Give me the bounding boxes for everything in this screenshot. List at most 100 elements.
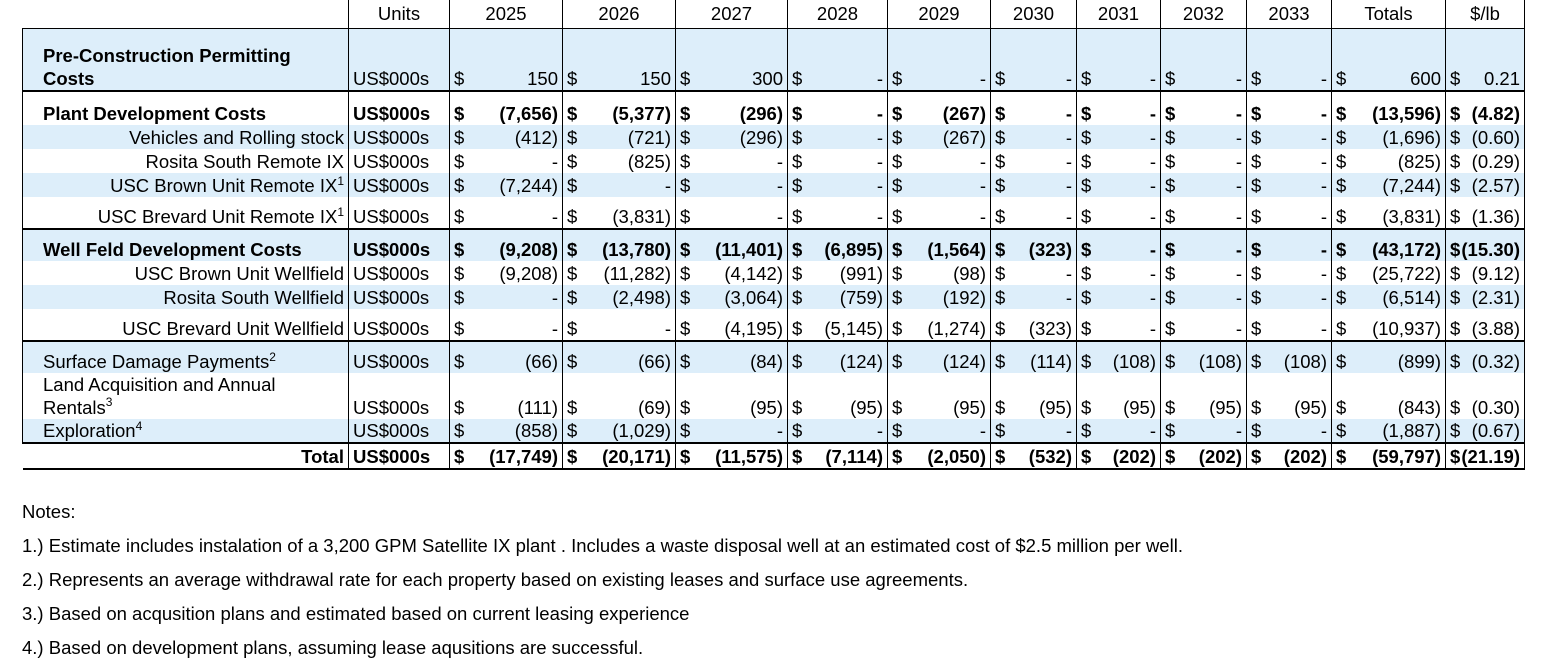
cell-value: (1,696) <box>1382 126 1441 148</box>
value-cell: $ - <box>1160 124 1247 149</box>
currency-symbol: $ <box>1165 174 1176 196</box>
value-cell: $ - <box>1246 28 1332 91</box>
currency-symbol: $ <box>1336 205 1347 227</box>
cell-value: (95) <box>1294 396 1327 418</box>
currency-symbol: $ <box>892 67 903 89</box>
value-cell: $ (202) <box>1160 441 1247 469</box>
value-cell: $ - <box>787 418 888 443</box>
value-cell: $ (9,208) <box>449 260 563 285</box>
currency-symbol: $ <box>1165 445 1176 467</box>
value-cell: $0.21 <box>1445 28 1525 91</box>
currency-symbol: $ <box>1165 102 1176 124</box>
currency-symbol: $ <box>892 262 903 284</box>
value-cell: $ (202) <box>1246 441 1332 469</box>
currency-symbol: $ <box>1450 262 1461 284</box>
cell-value: (15.30) <box>1461 238 1520 260</box>
currency-symbol: $ <box>567 445 578 467</box>
value-cell: $ - <box>1076 89 1161 125</box>
cell-value: (4,142) <box>724 262 783 284</box>
currency-symbol: $ <box>1165 150 1176 172</box>
cell-value: (6,514) <box>1382 286 1441 308</box>
value-cell: $ - <box>1076 308 1161 341</box>
row-label: Total <box>22 441 349 469</box>
cell-value: (11,575) <box>715 445 783 467</box>
currency-symbol: $ <box>567 350 578 372</box>
cell-value: (2.57) <box>1471 174 1520 196</box>
value-cell: $ (1,696) <box>1331 124 1446 149</box>
currency-symbol: $ <box>680 150 691 172</box>
value-cell: $ - <box>1160 148 1247 173</box>
currency-symbol: $ <box>1081 174 1092 196</box>
value-cell: $ (95) <box>675 372 788 419</box>
currency-symbol: $ <box>1081 262 1092 284</box>
header-row: Units 2025 2026 2027 2028 2029 2030 2031 2032 203… <box>22 0 1525 29</box>
cell-value: 0.21 <box>1483 67 1520 89</box>
currency-symbol: $ <box>1450 419 1461 441</box>
currency-symbol: $ <box>680 350 691 372</box>
cell-value: (13,596) <box>1372 102 1441 124</box>
value-cell: $ (1.36) <box>1445 196 1525 229</box>
cell-value: - <box>1065 150 1072 172</box>
value-cell: $ (296) <box>675 124 788 149</box>
value-cell: $ - <box>1076 124 1161 149</box>
currency-symbol: $ <box>454 205 465 227</box>
currency-symbol: $ <box>792 317 803 339</box>
table-row: Total US$000s $ (17,749) $ (20,171) $ (11,575) $… <box>22 441 1525 469</box>
cell-value: - <box>1065 174 1072 196</box>
value-cell: $ (108) <box>1160 339 1247 373</box>
cell-value: - <box>876 205 883 227</box>
footnote-marker: 1 <box>337 204 344 219</box>
value-cell: $ - <box>990 284 1077 309</box>
cell-value: (721) <box>627 126 671 148</box>
cell-value: (5,377) <box>612 102 671 124</box>
value-cell: $ - <box>887 172 991 197</box>
cell-value: (0.67) <box>1471 419 1520 441</box>
value-cell: $ (66) <box>449 339 563 373</box>
cell-value: (111) <box>517 396 558 418</box>
value-cell: $ (13,596) <box>1331 89 1446 125</box>
cell-value: - <box>1320 174 1327 196</box>
value-cell: $ (1,564) <box>887 227 991 261</box>
currency-symbol: $ <box>1336 174 1347 196</box>
cell-value: (532) <box>1028 445 1072 467</box>
cell-value: (9.12) <box>1471 262 1520 284</box>
cell-value: - <box>776 205 783 227</box>
value-cell: $ - <box>787 28 888 91</box>
currency-symbol: $ <box>1081 67 1092 89</box>
value-cell: $ - <box>1160 196 1247 229</box>
value-cell: $ (10,937) <box>1331 308 1446 341</box>
cell-value: (59,797) <box>1372 445 1441 467</box>
currency-symbol: $ <box>680 67 691 89</box>
currency-symbol: $ <box>1336 396 1347 418</box>
cell-value: (11,401) <box>715 238 783 260</box>
currency-symbol: $ <box>1165 205 1176 227</box>
cell-value: (1,564) <box>927 238 986 260</box>
cell-value: (25,722) <box>1372 262 1441 284</box>
currency-symbol: $ <box>454 317 465 339</box>
value-cell: $ (6,895) <box>787 227 888 261</box>
value-cell: $ - <box>1076 28 1161 91</box>
currency-symbol: $ <box>454 102 465 124</box>
value-cell: $ - <box>787 196 888 229</box>
cell-value: - <box>876 174 883 196</box>
cell-value: (202) <box>1283 445 1327 467</box>
currency-symbol: $ <box>1336 317 1347 339</box>
value-cell: $ (1,274) <box>887 308 991 341</box>
value-cell: $ - <box>1246 418 1332 443</box>
currency-symbol: $ <box>995 286 1006 308</box>
value-cell: $ - <box>449 148 563 173</box>
cell-value: - <box>1149 317 1156 339</box>
cell-value: - <box>979 67 986 89</box>
row-label: USC Brevard Unit Wellfield <box>22 308 349 341</box>
currency-symbol: $ <box>1336 286 1347 308</box>
value-cell: $ (11,401) <box>675 227 788 261</box>
value-cell: $ (17,749) <box>449 441 563 469</box>
value-cell: $ - <box>1160 418 1247 443</box>
cell-value: (4.82) <box>1471 102 1520 124</box>
currency-symbol: $ <box>680 262 691 284</box>
value-cell: $ (108) <box>1246 339 1332 373</box>
units-cell: US$000s <box>348 308 450 341</box>
currency-symbol: $ <box>680 445 691 467</box>
cell-value: (21.19) <box>1461 445 1520 467</box>
value-cell: $ (5,377) <box>562 89 676 125</box>
